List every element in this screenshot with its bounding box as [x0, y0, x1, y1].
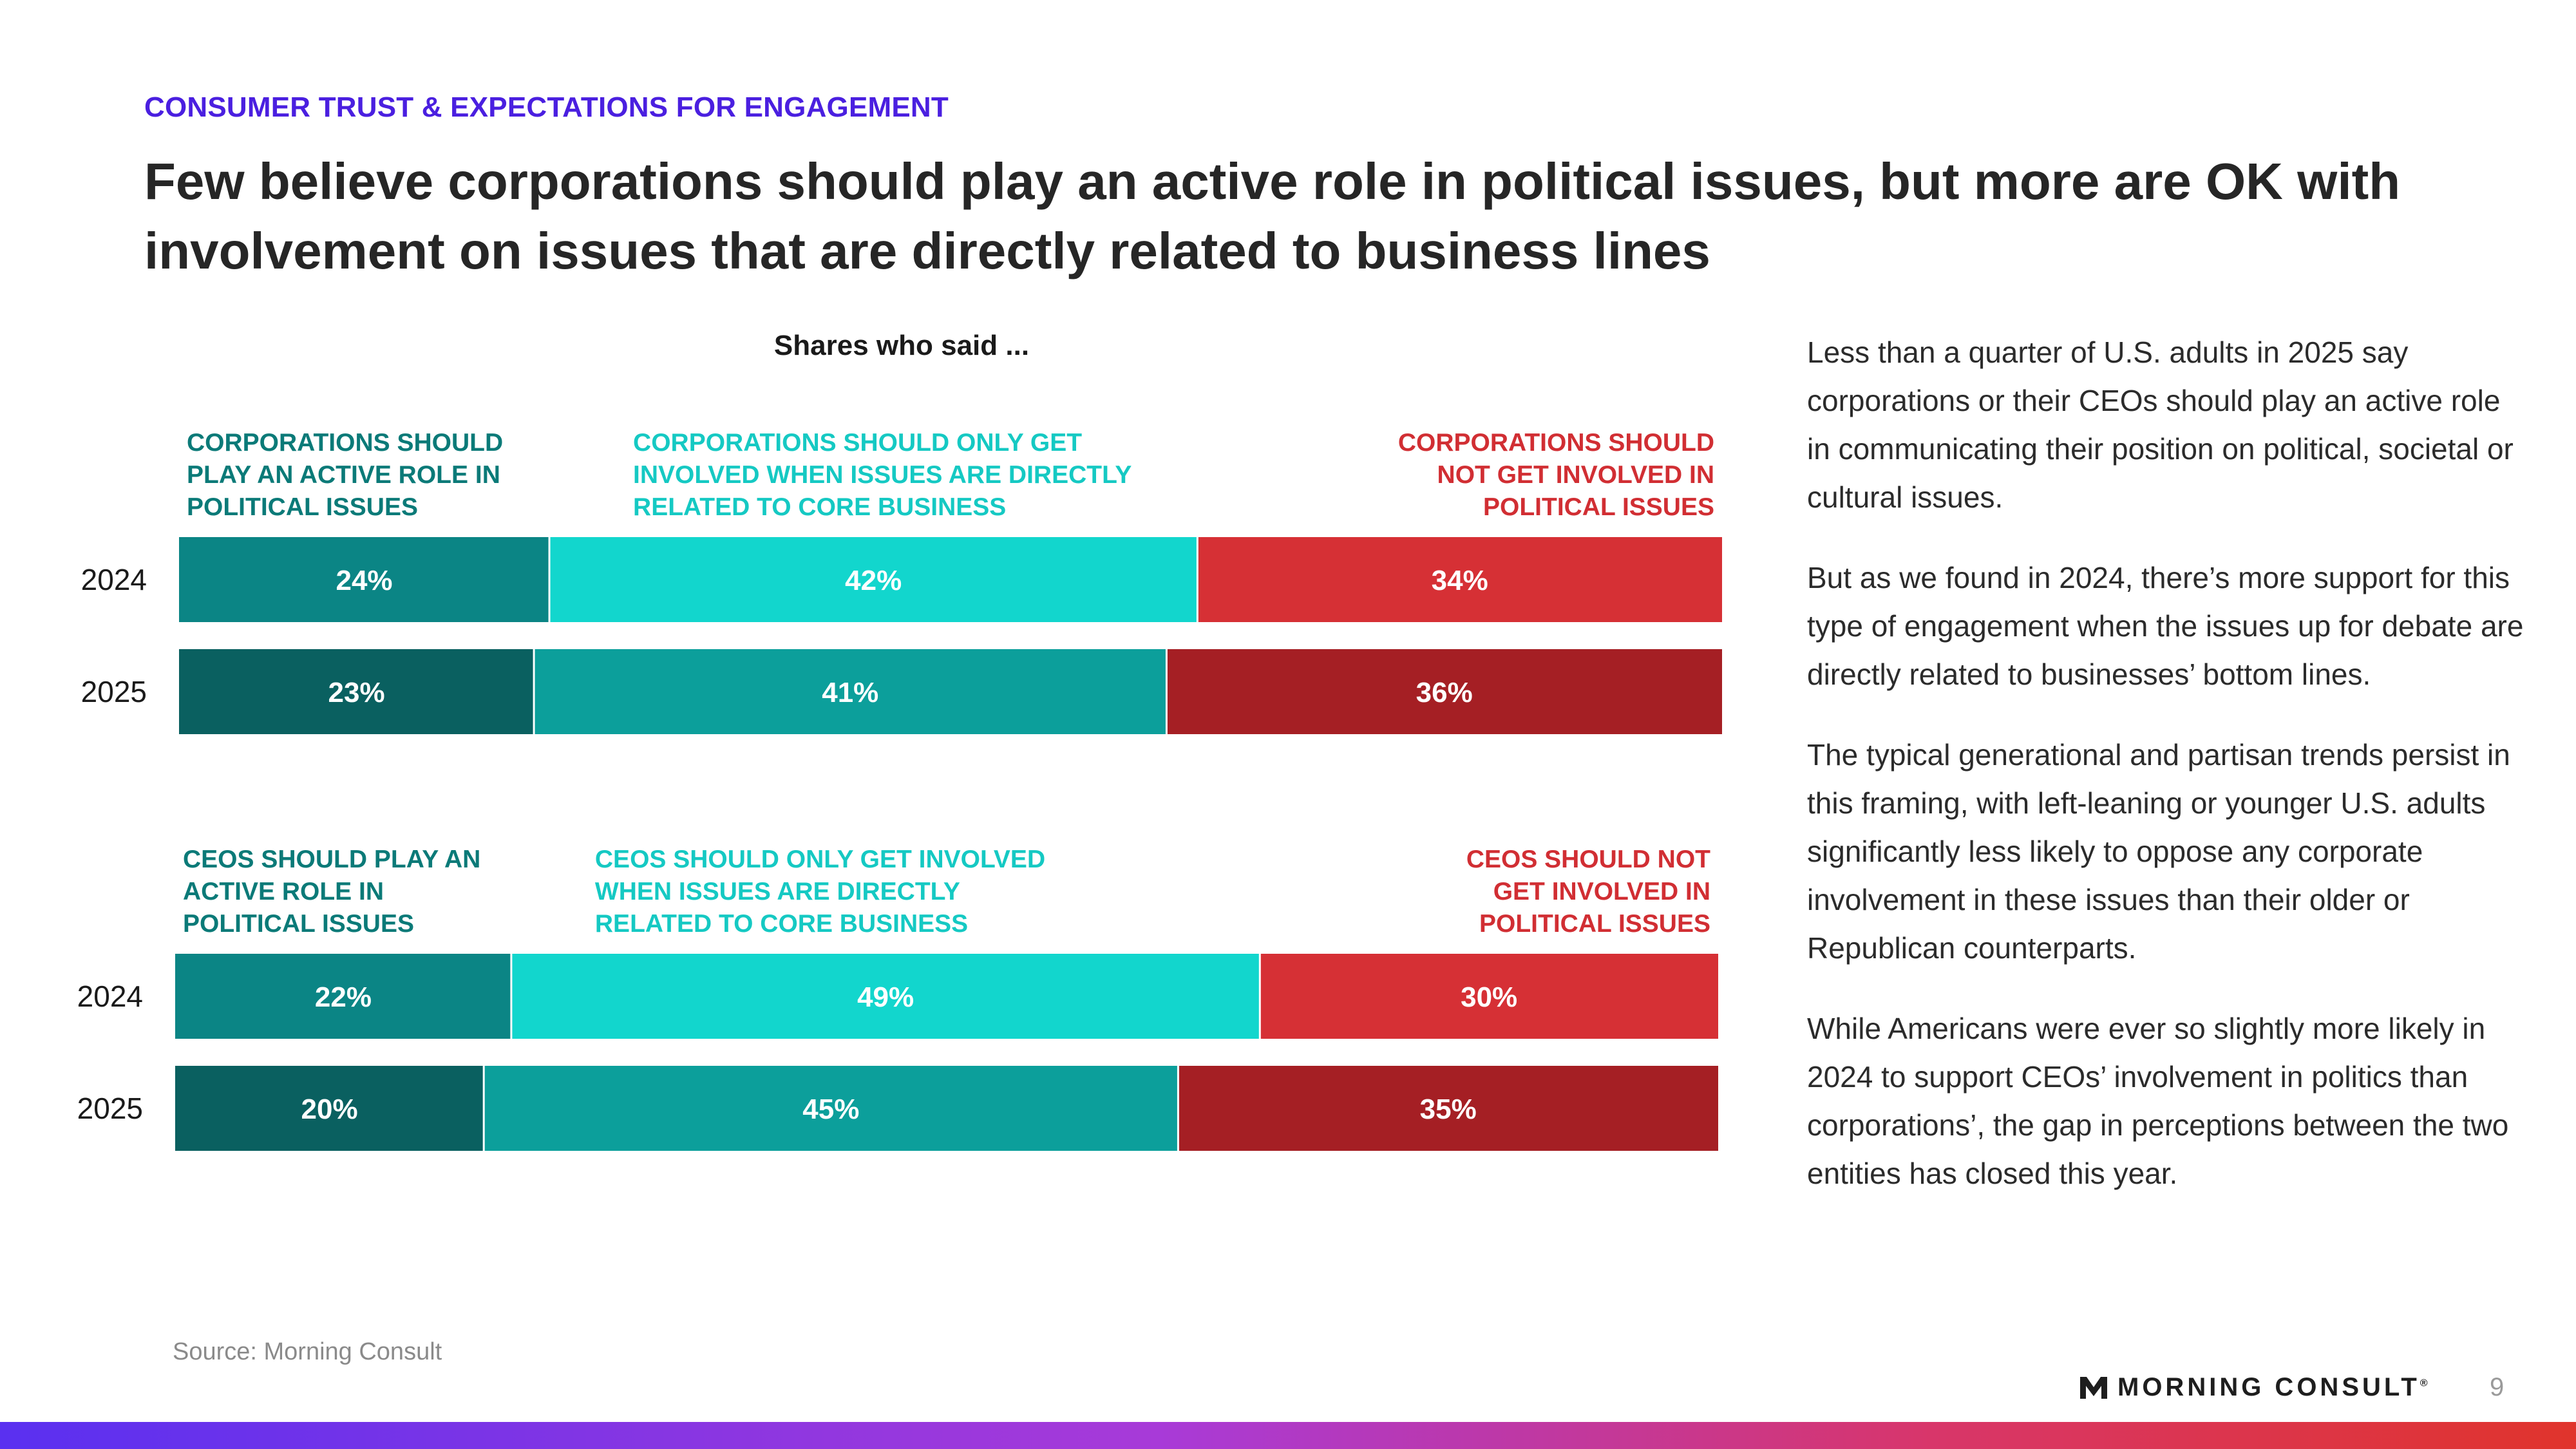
series-label-line: POLITICAL ISSUES	[183, 910, 414, 938]
data-label: 41%	[822, 677, 878, 708]
page-number: 9	[2490, 1373, 2505, 1401]
year-label: 2025	[81, 675, 147, 708]
series-label-line: RELATED TO CORE BUSINESS	[595, 910, 968, 938]
year-label: 2024	[77, 980, 143, 1013]
data-label: 34%	[1432, 565, 1488, 596]
series-label-line: PLAY AN ACTIVE ROLE IN	[187, 461, 500, 489]
series-label-line: POLITICAL ISSUES	[1483, 493, 1714, 521]
commentary-paragraph: Less than a quarter of U.S. adults in 20…	[1807, 336, 2514, 514]
series-label-line: POLITICAL ISSUES	[187, 493, 418, 521]
series-label-line: CORPORATIONS SHOULD	[1398, 429, 1714, 457]
data-label: 23%	[328, 677, 385, 708]
bar-segment	[1260, 954, 1718, 1039]
bar-segment	[179, 537, 550, 622]
series-label: CORPORATIONS SHOULD ONLY GET INVOLVED WHE…	[633, 429, 1132, 521]
series-label-line: GET INVOLVED IN	[1493, 878, 1710, 905]
data-label: 49%	[857, 981, 914, 1013]
series-label-line: CEOS SHOULD PLAY AN	[183, 846, 480, 873]
bar-segment	[175, 954, 511, 1039]
series-label: CEOS SHOULD NOT GET INVOLVED IN POLITICAL …	[1466, 846, 1710, 938]
m-logo-icon	[2080, 1377, 2107, 1399]
year-label: 2025	[77, 1092, 143, 1125]
series-label: CORPORATIONS SHOULD NOT GET INVOLVED IN PO…	[1398, 429, 1714, 521]
data-label: 30%	[1461, 981, 1517, 1013]
data-label: 36%	[1416, 677, 1473, 708]
data-label: 45%	[802, 1094, 859, 1125]
series-label: CEOS SHOULD PLAY AN ACTIVE ROLE IN POLITIC…	[183, 846, 480, 938]
bar-segment	[1166, 649, 1722, 734]
stacked-bar-chart: CORPORATIONS SHOULD PLAY AN ACTIVE ROLE I…	[77, 429, 1722, 1151]
bar-segment	[179, 649, 535, 734]
bar-segment	[1197, 537, 1722, 622]
commentary-paragraph: But as we found in 2024, there’s more su…	[1807, 561, 2524, 691]
series-label-line: RELATED TO CORE BUSINESS	[633, 493, 1006, 521]
series-label-line: CORPORATIONS SHOULD ONLY GET	[633, 429, 1082, 457]
series-label-line: CEOS SHOULD NOT	[1466, 846, 1710, 873]
series-label-line: WHEN ISSUES ARE DIRECTLY	[595, 878, 960, 905]
brand-name: MORNING CONSULT®	[2117, 1372, 2428, 1401]
series-label-line: NOT GET INVOLVED IN	[1437, 461, 1714, 489]
bar-segment	[511, 954, 1260, 1039]
data-label: 24%	[336, 565, 392, 596]
bar-segment	[175, 1066, 484, 1151]
bar-segment	[534, 649, 1167, 734]
commentary: Less than a quarter of U.S. adults in 20…	[1807, 328, 2528, 1230]
series-label: CEOS SHOULD ONLY GET INVOLVED WHEN ISSUES…	[595, 846, 1045, 938]
series-label-line: INVOLVED WHEN ISSUES ARE DIRECTLY	[633, 461, 1132, 489]
footer-gradient-bar	[0, 1422, 2576, 1449]
commentary-paragraph: While Americans were ever so slightly mo…	[1807, 1012, 2509, 1190]
series-label: CORPORATIONS SHOULD PLAY AN ACTIVE ROLE I…	[187, 429, 503, 521]
page-title: Few believe corporations should play an …	[144, 153, 2401, 279]
series-label-line: POLITICAL ISSUES	[1479, 910, 1710, 938]
series-label-line: ACTIVE ROLE IN	[183, 878, 384, 905]
series-label-line: CORPORATIONS SHOULD	[187, 429, 503, 457]
bar-segment	[1178, 1066, 1718, 1151]
section-eyebrow: CONSUMER TRUST & EXPECTATIONS FOR ENGAGE…	[144, 91, 949, 123]
brand-logo: MORNING CONSULT®	[2079, 1370, 2428, 1404]
bar-segment	[549, 537, 1198, 622]
data-label: 42%	[845, 565, 902, 596]
bar-segment	[484, 1066, 1179, 1151]
source-note: Source: Morning Consult	[173, 1338, 442, 1365]
data-label: 20%	[301, 1094, 358, 1125]
data-label: 35%	[1420, 1094, 1477, 1125]
series-label-line: CEOS SHOULD ONLY GET INVOLVED	[595, 846, 1045, 873]
data-label: 22%	[315, 981, 372, 1013]
commentary-paragraph: The typical generational and partisan tr…	[1807, 738, 2510, 965]
year-label: 2024	[81, 563, 147, 596]
chart-subtitle: Shares who said ...	[773, 330, 1030, 361]
